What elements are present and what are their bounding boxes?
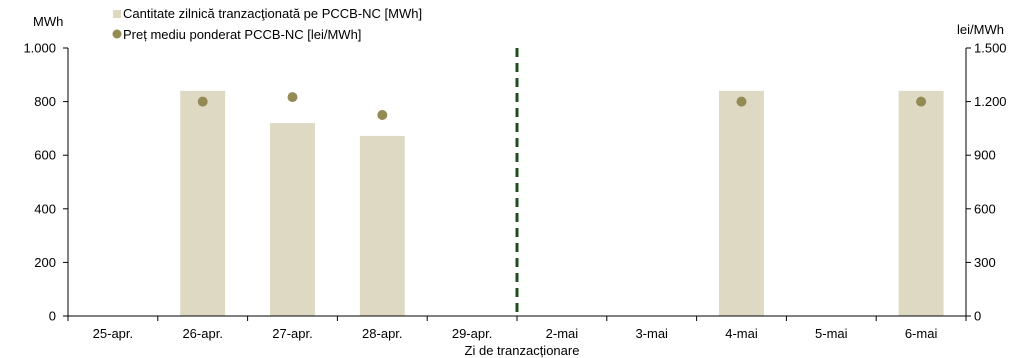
price-point (287, 92, 298, 103)
left-tick-label: 200 (34, 255, 56, 270)
price-point (197, 96, 208, 107)
legend-swatch-dot (112, 29, 122, 39)
left-axis-unit: MWh (33, 14, 63, 29)
x-tick-label: 25-apr. (93, 326, 133, 341)
left-tick-label: 400 (34, 201, 56, 216)
left-tick-label: 600 (34, 148, 56, 163)
bar (270, 123, 315, 316)
right-tick-label: 300 (974, 255, 996, 270)
x-tick-label: 5-mai (815, 326, 848, 341)
right-tick-label: 0 (974, 309, 981, 324)
legend-swatch-bar (113, 10, 121, 18)
x-tick-label: 6-mai (905, 326, 938, 341)
price-point (377, 110, 388, 120)
plot-area: 0 200 400 600 800 1.000 0 300 600 900 1.200 1.500 25… (23, 41, 1006, 342)
price-point (916, 96, 927, 107)
x-tick-label: 27-apr. (272, 326, 312, 341)
right-tick-label: 900 (974, 148, 996, 163)
price-point (736, 96, 747, 107)
x-tick-label: 3-mai (635, 326, 668, 341)
legend-label-bar: Cantitate zilnică tranzacţionată pe PCCB… (123, 6, 422, 21)
right-tick-label: 1.500 (974, 41, 1007, 56)
x-tick-label: 28-apr. (362, 326, 402, 341)
x-tick-label: 26-apr. (182, 326, 222, 341)
right-axis-unit: lei/MWh (957, 22, 1004, 37)
x-tick-label: 4-mai (725, 326, 758, 341)
legend: Cantitate zilnică tranzacţionată pe PCCB… (112, 6, 422, 42)
left-tick-label: 0 (49, 309, 56, 324)
legend-label-dot: Preț mediu ponderat PCCB-NC [lei/MWh] (123, 27, 361, 42)
right-tick-label: 600 (974, 201, 996, 216)
x-axis-title: Zi de tranzacționare (465, 343, 580, 358)
bar (359, 135, 405, 316)
left-tick-label: 800 (34, 94, 56, 109)
right-tick-label: 1.200 (974, 94, 1007, 109)
x-tick-label: 2-mai (546, 326, 579, 341)
x-tick-label: 29-apr. (452, 326, 492, 341)
bar (898, 90, 944, 316)
bar (180, 90, 226, 316)
bar (719, 90, 764, 316)
left-tick-label: 1.000 (23, 41, 56, 56)
